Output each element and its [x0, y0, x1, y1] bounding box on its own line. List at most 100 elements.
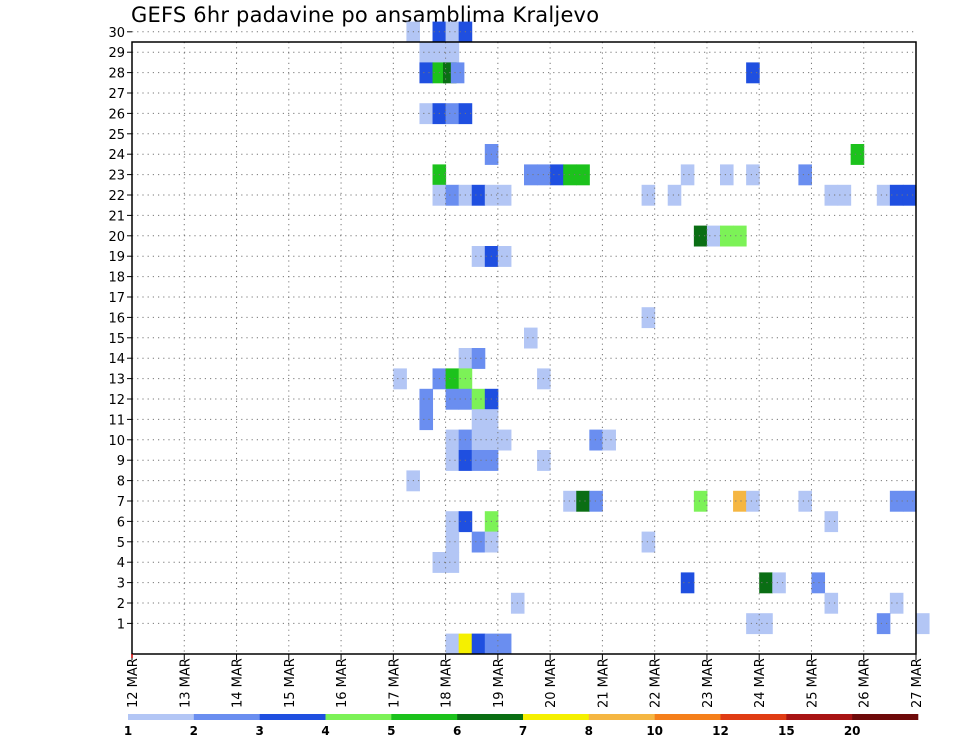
colorbar-segment	[720, 714, 787, 720]
precip-cell	[902, 490, 917, 512]
precip-cell	[746, 164, 760, 186]
precip-cell	[680, 572, 695, 594]
precip-cell	[471, 429, 486, 451]
precip-cell	[824, 184, 839, 206]
precip-cell	[445, 42, 460, 63]
colorbar-label: 2	[190, 724, 198, 738]
y-tick-label: 2	[117, 597, 125, 612]
y-tick-label: 4	[117, 556, 125, 571]
y-tick-label: 8	[117, 475, 125, 490]
precip-cell	[876, 613, 891, 635]
x-tick-label: 15 MAR	[283, 658, 298, 708]
precip-cell	[445, 511, 460, 533]
y-tick-label: 9	[117, 454, 125, 469]
colorbar-segment	[523, 714, 590, 720]
precip-cell	[445, 450, 460, 471]
precip-cell	[497, 184, 512, 206]
colorbar-label: 15	[778, 724, 795, 738]
y-tick-label: 25	[108, 128, 125, 143]
precip-cell	[471, 184, 486, 206]
y-tick-label: 20	[108, 230, 125, 245]
x-tick-label: 17 MAR	[387, 658, 402, 708]
precip-cell	[798, 164, 812, 186]
precip-cell	[458, 633, 473, 655]
precip-cell	[419, 62, 434, 84]
precip-cell	[824, 511, 839, 533]
precip-cell	[746, 62, 760, 84]
precip-cell	[876, 184, 891, 206]
precip-cell	[811, 572, 826, 594]
x-tick-label: 16 MAR	[335, 658, 350, 708]
precip-cell	[445, 429, 460, 451]
x-tick-label: 26 MAR	[858, 658, 873, 708]
y-tick-label: 18	[108, 271, 125, 286]
colorbar-label: 8	[585, 724, 593, 738]
x-tick-label: 25 MAR	[805, 658, 820, 708]
precip-cell	[471, 450, 486, 471]
precip-cell	[720, 164, 734, 186]
precip-cell	[445, 552, 460, 573]
precip-cell	[484, 633, 499, 655]
precip-cell	[497, 246, 512, 267]
precip-cell	[837, 184, 852, 206]
y-tick-label: 13	[108, 373, 125, 388]
colorbar-label: 7	[519, 724, 527, 738]
colorbar-segment	[457, 714, 524, 720]
y-tick-label: 15	[108, 332, 125, 347]
precip-cell	[772, 572, 786, 594]
colorbar-label: 1	[124, 724, 132, 738]
colorbar-segment	[588, 714, 655, 720]
precip-cell	[445, 531, 460, 553]
precip-cell	[589, 490, 603, 512]
precip-cell	[602, 429, 616, 451]
y-tick-label: 30	[108, 26, 125, 41]
plot-frame	[131, 41, 917, 655]
colorbar-segment	[128, 714, 195, 720]
x-tick-label: 14 MAR	[231, 658, 246, 708]
precip-cell	[497, 429, 512, 451]
y-tick-label: 6	[117, 515, 125, 530]
precip-cell	[471, 388, 486, 410]
y-tick-label: 22	[108, 189, 125, 204]
precip-cell	[733, 490, 747, 512]
precip-cell	[576, 164, 590, 186]
colorbar-label: 12	[712, 724, 729, 738]
y-tick-label: 5	[117, 536, 125, 551]
y-tick-label: 11	[108, 413, 125, 428]
precip-cell	[445, 21, 460, 43]
precip-cell	[576, 490, 590, 512]
x-tick-label: 18 MAR	[440, 658, 455, 708]
precip-cell	[524, 327, 538, 349]
x-tick-label: 27 MAR	[910, 658, 925, 708]
precip-cell	[916, 613, 930, 635]
precip-cell	[450, 62, 465, 84]
y-tick-label: 17	[108, 291, 125, 306]
precip-cell	[798, 490, 812, 512]
precip-cell	[667, 184, 682, 206]
precip-cell	[641, 307, 656, 329]
precip-cell	[471, 246, 486, 267]
precip-cell	[419, 409, 434, 431]
y-tick-label: 14	[108, 352, 125, 367]
y-tick-label: 23	[108, 169, 125, 184]
precip-cell	[824, 592, 839, 614]
precip-cell	[589, 429, 603, 451]
precip-cell	[471, 409, 486, 431]
precip-cell	[393, 368, 407, 390]
precip-cell	[445, 633, 460, 655]
y-tick-label: 24	[108, 148, 125, 163]
precip-cell	[445, 103, 460, 125]
precip-cell	[497, 633, 512, 655]
y-tick-label: 16	[108, 311, 125, 326]
colorbar-segment	[654, 714, 721, 720]
precip-cell	[746, 613, 760, 635]
y-tick-label: 1	[117, 617, 125, 632]
precip-cell	[471, 633, 486, 655]
x-tick-label: 12 MAR	[126, 658, 141, 708]
precip-cell	[445, 388, 460, 410]
x-tick-label: 23 MAR	[701, 658, 716, 708]
precip-cell	[902, 184, 917, 206]
y-tick-label: 12	[108, 393, 125, 408]
precip-cell	[850, 144, 865, 165]
precip-cell	[641, 184, 656, 206]
